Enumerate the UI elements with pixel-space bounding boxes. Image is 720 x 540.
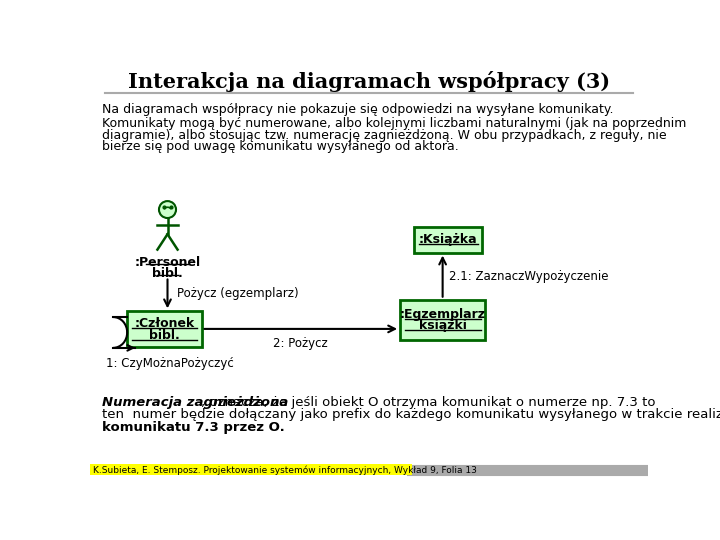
Text: K.Subieta, E. Stemposz. Projektowanie systemów informacyjnych, Wykład 9, Folia 1: K.Subieta, E. Stemposz. Projektowanie sy… <box>93 465 477 475</box>
FancyBboxPatch shape <box>90 464 412 475</box>
FancyBboxPatch shape <box>414 226 482 253</box>
Text: Pożycz (egzemplarz): Pożycz (egzemplarz) <box>177 287 298 300</box>
Text: , oznacza, że jeśli obiekt O otrzyma komunikat o numerze np. 7.3 to: , oznacza, że jeśli obiekt O otrzyma kom… <box>202 396 656 409</box>
Text: :Książka: :Książka <box>419 233 477 246</box>
Text: Komunikaty mogą być numerowane, albo kolejnymi liczbami naturalnymi (jak na popr: Komunikaty mogą być numerowane, albo kol… <box>102 117 687 130</box>
Text: ten  numer będzie dołączany jako prefix do każdego komunikatu wysyłanego w trakc: ten numer będzie dołączany jako prefix d… <box>102 408 720 421</box>
Text: bibl.: bibl. <box>149 328 180 342</box>
Text: :Personel: :Personel <box>135 256 201 269</box>
Text: :Egzemplarz: :Egzemplarz <box>400 308 485 321</box>
Text: bibl.: bibl. <box>152 267 183 280</box>
Text: diagramie), albo stosując tzw. numerację zagnieżdżoną. W obu przypadkach, z regu: diagramie), albo stosując tzw. numerację… <box>102 129 667 141</box>
Text: 1: CzyMożnaPożyczyć: 1: CzyMożnaPożyczyć <box>106 357 233 370</box>
Text: 2: Pożycz: 2: Pożycz <box>274 336 328 349</box>
Text: Interakcja na diagramach współpracy (3): Interakcja na diagramach współpracy (3) <box>128 71 610 92</box>
Text: 2.1: ZaznaczWypożyczenie: 2.1: ZaznaczWypożyczenie <box>449 269 608 282</box>
FancyBboxPatch shape <box>127 311 202 347</box>
Text: komunikatu 7.3 przez O.: komunikatu 7.3 przez O. <box>102 421 285 434</box>
Text: :Członek: :Członek <box>134 317 194 330</box>
Text: bierze się pod uwagę komunikatu wysyłanego od aktora.: bierze się pod uwagę komunikatu wysyłane… <box>102 140 459 153</box>
Text: Na diagramach współpracy nie pokazuje się odpowiedzi na wysyłane komunikaty.: Na diagramach współpracy nie pokazuje si… <box>102 103 614 116</box>
FancyBboxPatch shape <box>400 300 485 340</box>
Circle shape <box>159 201 176 218</box>
Text: Numeracja zagnieżdżona: Numeracja zagnieżdżona <box>102 396 289 409</box>
Text: książki: książki <box>419 319 467 332</box>
